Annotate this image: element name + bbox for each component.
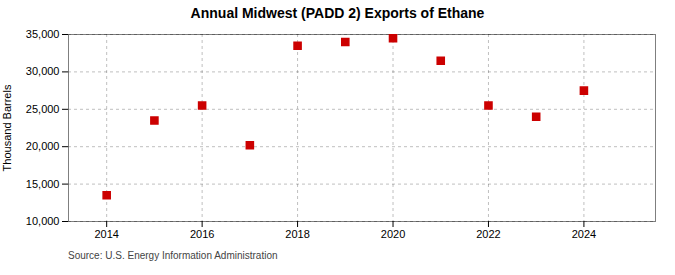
svg-text:2022: 2022: [476, 228, 500, 240]
svg-text:2016: 2016: [190, 228, 214, 240]
svg-text:10,000: 10,000: [26, 215, 60, 227]
svg-text:15,000: 15,000: [26, 178, 60, 190]
svg-text:2024: 2024: [572, 228, 596, 240]
svg-text:25,000: 25,000: [26, 103, 60, 115]
svg-text:Thousand Barrels: Thousand Barrels: [1, 84, 13, 171]
svg-text:2018: 2018: [285, 228, 309, 240]
svg-text:2020: 2020: [381, 228, 405, 240]
html-text:Source: U.S. Energy Informatio: Source: U.S. Energy Information Administ…: [68, 250, 278, 261]
svg-text:2014: 2014: [94, 228, 118, 240]
svg-text:35,000: 35,000: [26, 28, 60, 40]
html-text:Annual Midwest (PADD 2) Export: Annual Midwest (PADD 2) Exports of Ethan…: [190, 5, 485, 21]
svg-text:30,000: 30,000: [26, 65, 60, 77]
svg-text:20,000: 20,000: [26, 140, 60, 152]
